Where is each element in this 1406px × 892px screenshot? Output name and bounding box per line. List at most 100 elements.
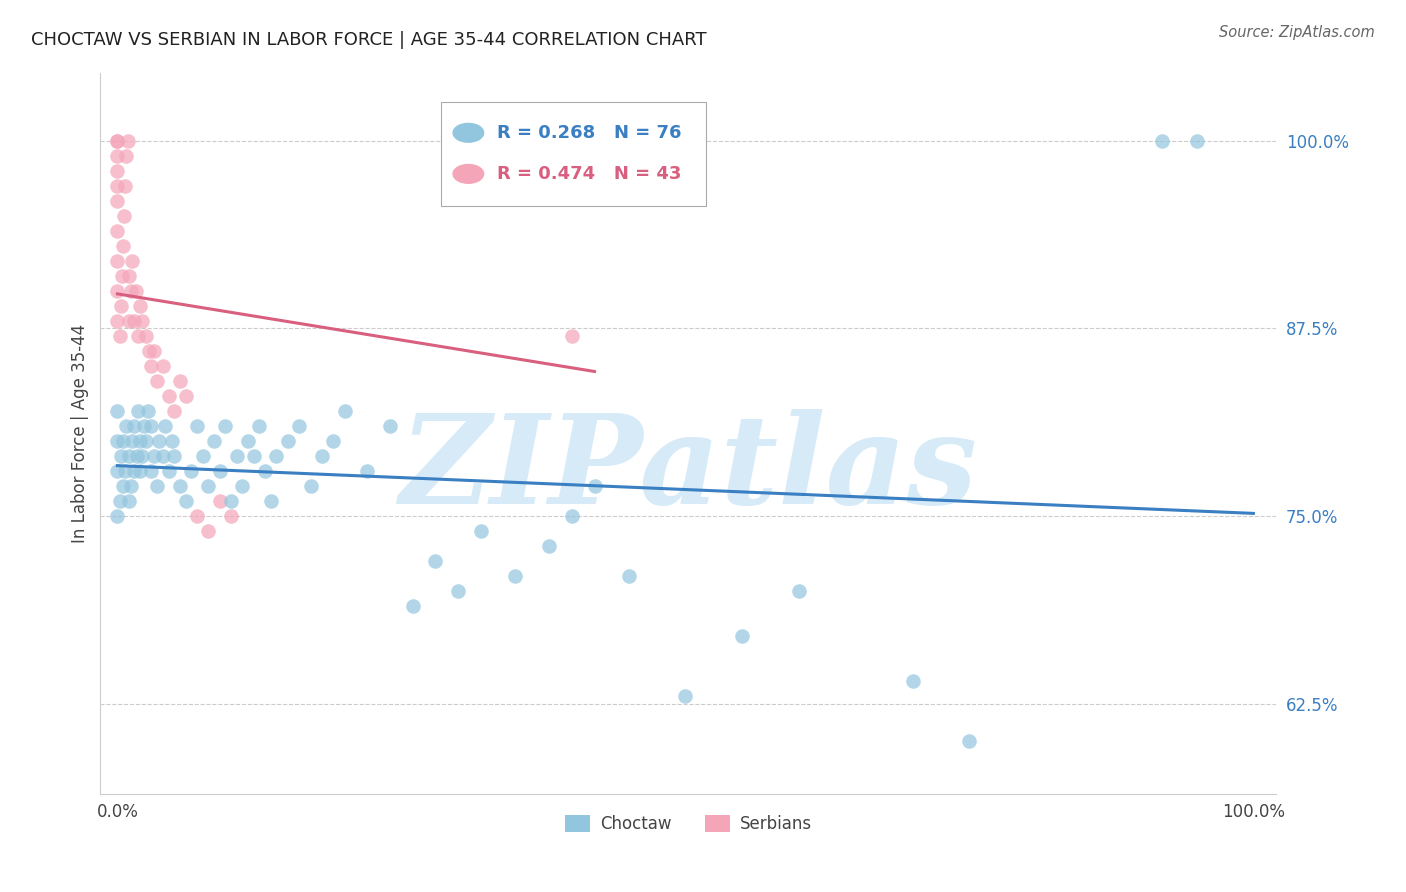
Point <box>152 449 174 463</box>
Point <box>152 359 174 373</box>
Point <box>225 449 247 463</box>
Point <box>311 449 333 463</box>
Point <box>146 374 169 388</box>
Point <box>157 389 180 403</box>
Point <box>120 284 142 298</box>
Point <box>142 449 165 463</box>
Point <box>115 148 138 162</box>
Point <box>174 494 197 508</box>
Point <box>1152 134 1174 148</box>
Point <box>121 434 143 448</box>
Point <box>378 418 401 433</box>
Point <box>129 464 152 478</box>
Text: ZIPatlas: ZIPatlas <box>399 409 977 530</box>
Point <box>1185 134 1208 148</box>
Point <box>425 554 447 568</box>
Point <box>105 464 128 478</box>
Point <box>141 359 163 373</box>
Point <box>202 434 225 448</box>
Point <box>111 268 134 283</box>
Point <box>138 343 160 358</box>
Point <box>131 314 153 328</box>
Text: R = 0.268   N = 76: R = 0.268 N = 76 <box>496 124 681 142</box>
Point <box>447 584 470 599</box>
Point <box>105 508 128 523</box>
Point <box>108 328 131 343</box>
Point <box>124 464 146 478</box>
Point <box>356 464 378 478</box>
Point <box>538 134 561 148</box>
Point <box>266 449 288 463</box>
Point <box>118 449 141 463</box>
Point <box>141 464 163 478</box>
Point <box>115 418 138 433</box>
Point <box>214 418 236 433</box>
Point <box>163 404 186 418</box>
Point <box>124 314 146 328</box>
Y-axis label: In Labor Force | Age 35-44: In Labor Force | Age 35-44 <box>72 324 89 543</box>
Point <box>583 479 606 493</box>
Point <box>160 434 183 448</box>
Point <box>108 494 131 508</box>
Point <box>112 434 135 448</box>
Point <box>561 508 583 523</box>
Point <box>208 494 231 508</box>
Point <box>197 524 219 538</box>
Point <box>277 434 299 448</box>
Point <box>118 268 141 283</box>
Text: R = 0.474   N = 43: R = 0.474 N = 43 <box>496 165 681 183</box>
Point <box>299 479 322 493</box>
Point <box>118 494 141 508</box>
Text: Source: ZipAtlas.com: Source: ZipAtlas.com <box>1219 25 1375 40</box>
Point <box>132 418 155 433</box>
Point <box>114 178 136 193</box>
Point <box>148 434 170 448</box>
Point <box>157 464 180 478</box>
Point <box>125 449 148 463</box>
Point <box>129 434 152 448</box>
Point <box>617 569 640 583</box>
Point <box>141 418 163 433</box>
Point <box>112 209 135 223</box>
Point <box>787 584 810 599</box>
Point <box>110 449 132 463</box>
Point <box>105 224 128 238</box>
Point <box>186 418 208 433</box>
Point <box>129 299 152 313</box>
Point <box>191 449 214 463</box>
Point <box>561 328 583 343</box>
Point <box>105 134 128 148</box>
Point <box>112 479 135 493</box>
Point <box>503 569 526 583</box>
Text: CHOCTAW VS SERBIAN IN LABOR FORCE | AGE 35-44 CORRELATION CHART: CHOCTAW VS SERBIAN IN LABOR FORCE | AGE … <box>31 31 707 49</box>
Point <box>260 494 283 508</box>
Point <box>673 689 696 703</box>
Point <box>117 134 139 148</box>
Point <box>105 314 128 328</box>
Point <box>247 418 270 433</box>
Point <box>470 524 492 538</box>
Point <box>242 449 264 463</box>
Point <box>169 374 191 388</box>
Point <box>120 479 142 493</box>
Point <box>124 418 146 433</box>
Point <box>186 508 208 523</box>
Point <box>219 494 242 508</box>
Point <box>288 418 311 433</box>
Point <box>105 434 128 448</box>
Point <box>105 134 128 148</box>
Point <box>112 238 135 252</box>
Point <box>901 674 924 689</box>
Point <box>236 434 259 448</box>
Point <box>131 449 153 463</box>
Point <box>153 418 176 433</box>
Point <box>136 404 159 418</box>
Circle shape <box>453 123 484 142</box>
Point <box>105 404 128 418</box>
Point <box>197 479 219 493</box>
Point <box>124 284 146 298</box>
Point <box>219 508 242 523</box>
Point <box>142 343 165 358</box>
Point <box>105 148 128 162</box>
Point <box>322 434 344 448</box>
